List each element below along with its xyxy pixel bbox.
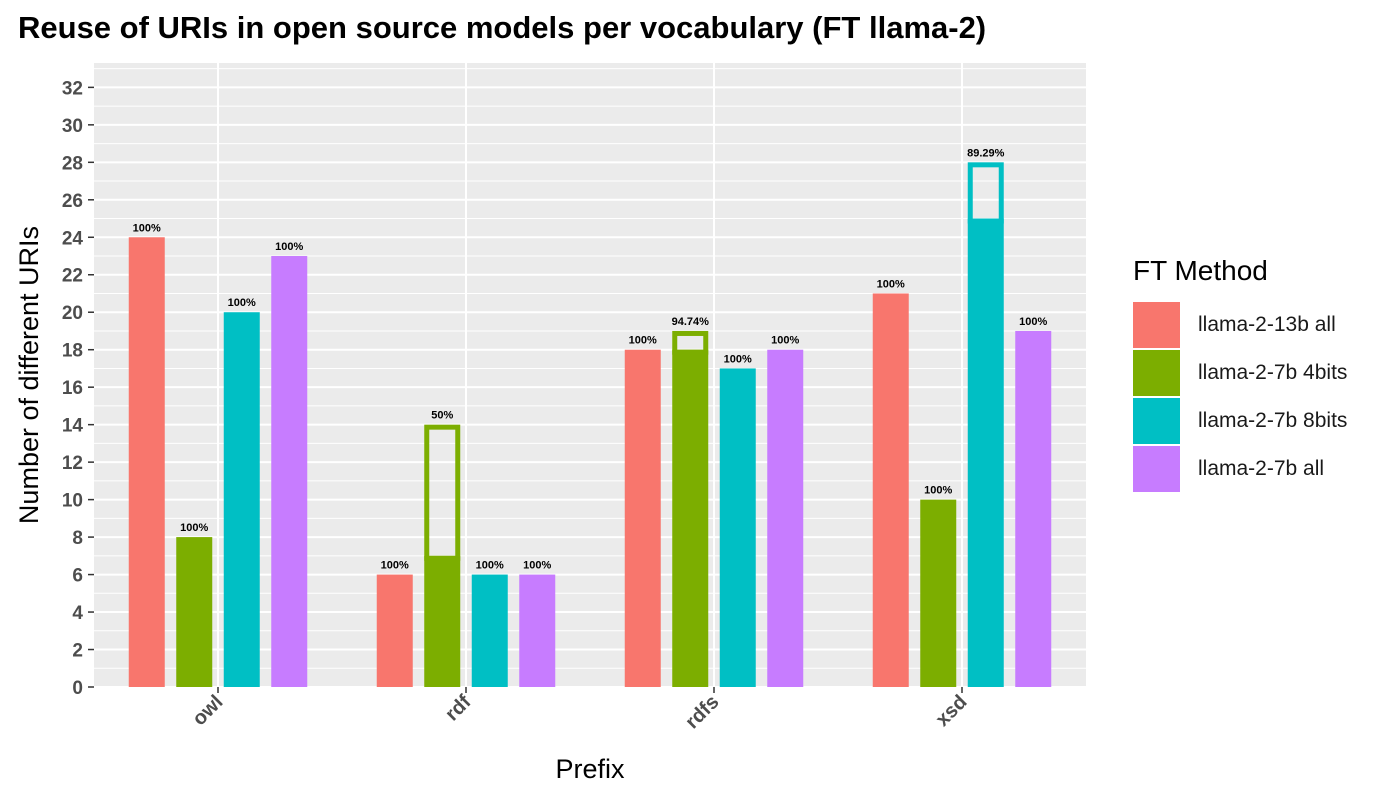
y-tick-label: 28 [62, 153, 83, 174]
bar-llama-2-7b-4bits-rdfs [672, 349, 709, 687]
legend-title: FT Method [1133, 255, 1268, 286]
bar-outline-llama-2-7b-4bits-rdfs [672, 330, 709, 355]
data-label: 100% [180, 522, 208, 534]
legend-swatch [1133, 446, 1180, 492]
y-tick-label: 8 [72, 528, 83, 549]
legend-item: llama-2-13b all [1133, 301, 1336, 349]
data-label: 100% [877, 278, 905, 290]
legend-swatch [1133, 302, 1180, 348]
bar-llama-2-13b-all-owl [128, 237, 165, 687]
bar-llama-2-13b-all-xsd [872, 293, 909, 687]
bar-llama-2-7b-all-rdfs [767, 349, 804, 687]
data-label: 100% [629, 335, 657, 347]
y-tick-label: 16 [62, 378, 83, 399]
y-tick-label: 20 [62, 303, 83, 324]
legend-label: llama-2-7b 4bits [1198, 361, 1348, 384]
y-tick-label: 14 [62, 416, 84, 437]
y-tick-label: 22 [62, 266, 83, 287]
y-axis-title: Number of different URIs [14, 226, 44, 524]
data-label: 100% [476, 560, 504, 572]
bar-llama-2-7b-all-rdf [519, 574, 556, 687]
chart-title: Reuse of URIs in open source models per … [18, 10, 987, 45]
legend-item: llama-2-7b 8bits [1133, 397, 1347, 445]
bar-llama-2-7b-4bits-rdf [424, 555, 461, 687]
x-axis-title: Prefix [555, 754, 625, 784]
y-tick-label: 2 [72, 641, 83, 662]
y-tick-label: 0 [72, 678, 83, 699]
y-tick-label: 24 [62, 228, 84, 249]
bar-llama-2-7b-4bits-xsd [920, 499, 957, 687]
bar-llama-2-7b-8bits-rdfs [719, 368, 756, 687]
legend-label: llama-2-7b all [1198, 457, 1325, 480]
data-label: 50% [431, 410, 453, 422]
data-label: 100% [133, 222, 161, 234]
bar-llama-2-7b-all-xsd [1015, 330, 1052, 687]
bar-llama-2-13b-all-rdfs [624, 349, 661, 687]
bar-llama-2-7b-8bits-owl [223, 312, 260, 687]
data-label: 100% [771, 335, 799, 347]
bar-llama-2-7b-4bits-owl [176, 537, 213, 687]
y-tick-label: 6 [72, 566, 83, 587]
bar-llama-2-7b-8bits-rdf [471, 574, 508, 687]
data-label: 94.74% [672, 316, 710, 328]
legend-item: llama-2-7b all [1133, 445, 1324, 493]
data-label: 100% [381, 560, 409, 572]
y-tick-label: 30 [62, 116, 83, 137]
legend-item: llama-2-7b 4bits [1133, 349, 1347, 397]
data-label: 100% [924, 485, 952, 497]
legend-swatch [1133, 350, 1180, 396]
bar-outline-llama-2-7b-4bits-rdf [424, 424, 461, 561]
data-label: 100% [523, 560, 551, 572]
data-label: 100% [275, 241, 303, 253]
data-label: 100% [724, 353, 752, 365]
legend-label: llama-2-7b 8bits [1198, 409, 1348, 432]
bar-outline-llama-2-7b-8bits-xsd [967, 162, 1004, 224]
data-label: 100% [1019, 316, 1047, 328]
y-tick-label: 12 [62, 453, 83, 474]
x-tick-label: owl [188, 691, 227, 730]
bar-llama-2-7b-all-owl [271, 256, 308, 687]
data-label: 100% [228, 297, 256, 309]
y-tick-label: 26 [62, 191, 83, 212]
y-tick-label: 4 [72, 603, 83, 624]
y-tick-label: 18 [62, 341, 83, 362]
x-tick-label: xsd [932, 691, 972, 731]
legend-swatch [1133, 398, 1180, 444]
y-tick-label: 32 [62, 78, 83, 99]
y-tick-label: 10 [62, 491, 83, 512]
data-label: 89.29% [967, 147, 1005, 159]
x-tick-label: rdf [441, 691, 476, 726]
bar-llama-2-13b-all-rdf [376, 574, 413, 687]
bar-llama-2-7b-8bits-xsd [967, 218, 1004, 687]
legend-label: llama-2-13b all [1198, 313, 1336, 336]
x-tick-label: rdfs [681, 691, 723, 733]
